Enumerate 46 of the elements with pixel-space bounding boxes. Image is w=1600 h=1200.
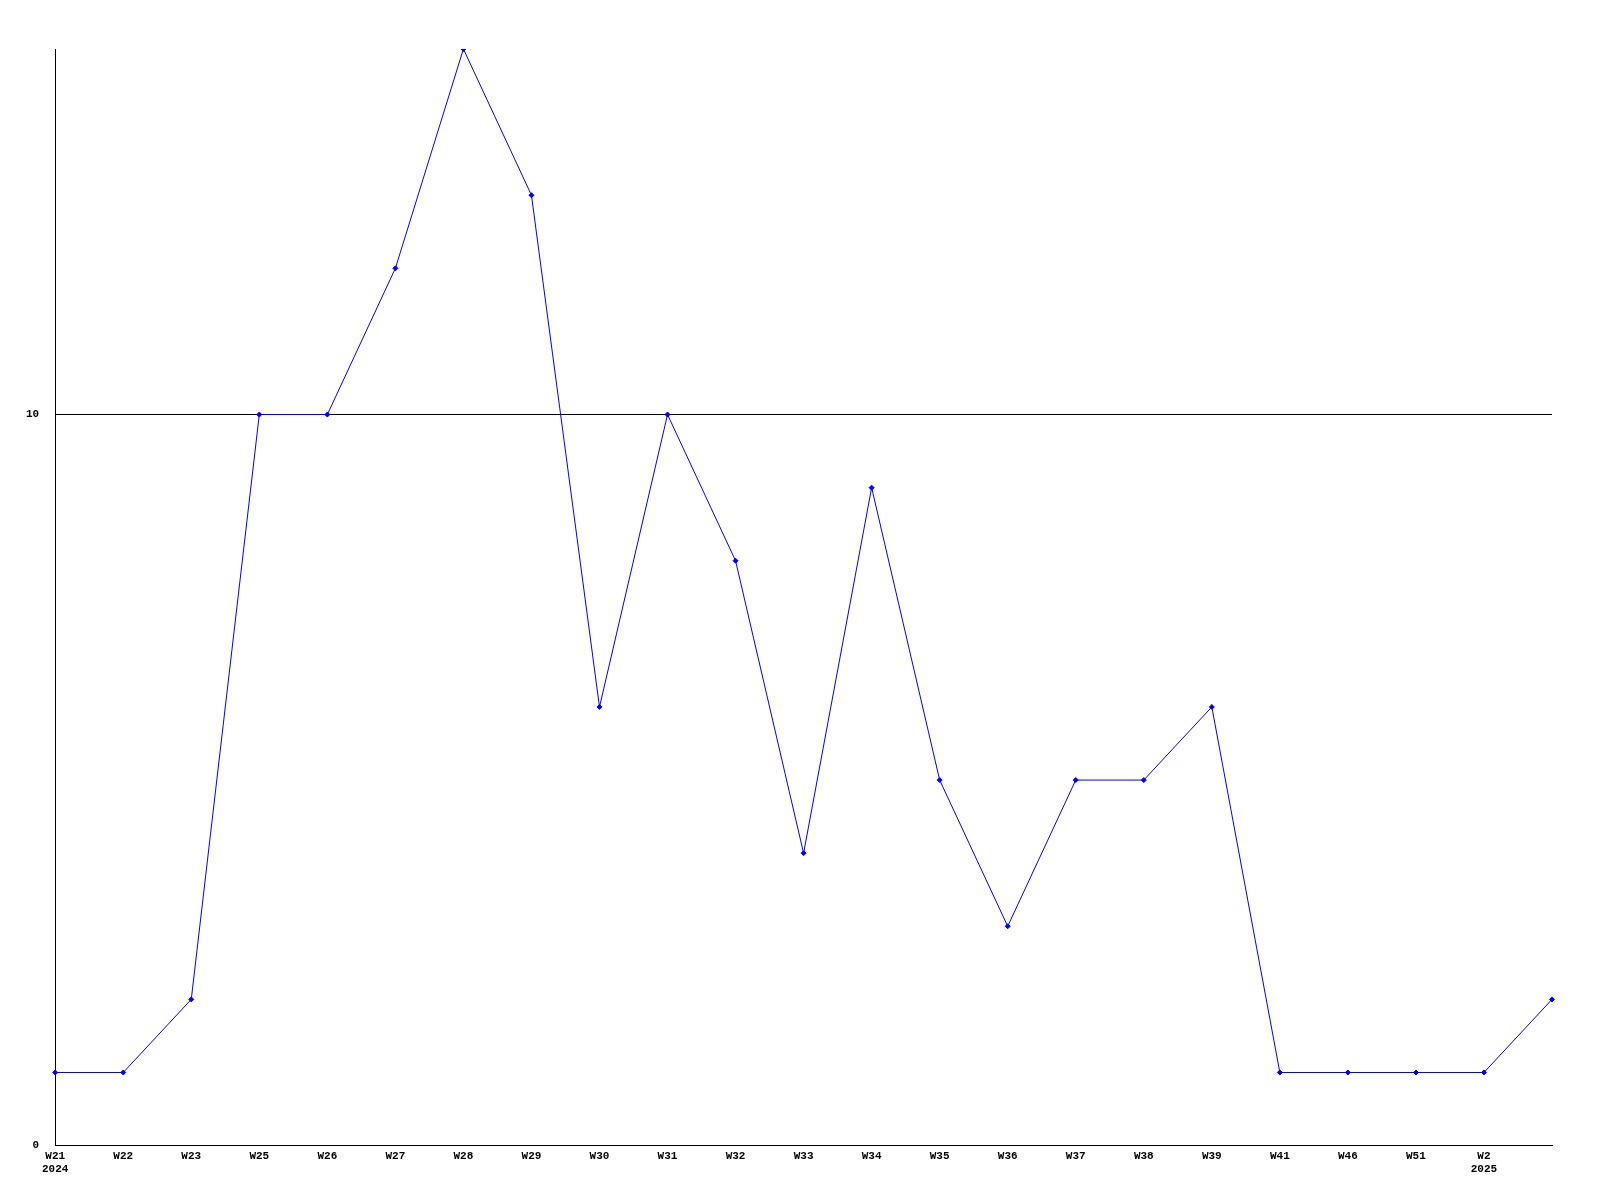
point <box>1004 923 1011 930</box>
x-tick-label: W23 <box>181 1149 202 1162</box>
x-tick-label: W37 <box>1065 1149 1086 1162</box>
x-tick-label: W2 2025 <box>1470 1149 1498 1176</box>
point <box>188 996 195 1003</box>
x-tick-label: W39 <box>1201 1149 1222 1162</box>
x-tick-label: W28 <box>453 1149 474 1162</box>
x-tick-label: W30 <box>589 1149 610 1162</box>
point <box>1276 1069 1283 1076</box>
point <box>1208 703 1215 710</box>
x-tick-label: W38 <box>1133 1149 1155 1162</box>
point <box>256 411 263 418</box>
x-tick-label: W51 <box>1406 1149 1427 1162</box>
x-tick-label: W34 <box>861 1149 882 1162</box>
x-tick-label: W33 <box>793 1149 814 1162</box>
x-tick-label: W41 <box>1269 1149 1291 1162</box>
y-tick-label: 10 <box>26 408 40 421</box>
x-tick-label: W25 <box>249 1149 270 1162</box>
point <box>324 411 331 418</box>
x-tick-label: W27 <box>385 1149 406 1162</box>
point <box>52 1069 59 1076</box>
point <box>936 777 943 784</box>
point <box>800 850 807 857</box>
point <box>596 703 603 710</box>
point <box>528 192 535 199</box>
point <box>1549 996 1555 1003</box>
x-tick-label: W22 <box>113 1149 134 1162</box>
point <box>1480 1069 1487 1076</box>
point <box>120 1069 127 1076</box>
x-tick-label: W26 <box>317 1149 338 1162</box>
x-tick-label: W21 2024 <box>42 1149 69 1176</box>
point <box>732 557 739 564</box>
x-tick-label: W35 <box>929 1149 950 1162</box>
point <box>1072 777 1079 784</box>
x-tick-label: W36 <box>997 1149 1018 1162</box>
x-tick-label: W32 <box>725 1149 746 1162</box>
point <box>1344 1069 1351 1076</box>
point <box>664 411 671 418</box>
y-tick-label: 0 <box>32 1139 40 1152</box>
point <box>392 265 399 272</box>
x-tick-label: W46 <box>1337 1149 1358 1162</box>
point <box>1140 777 1147 784</box>
x-tick-label: W31 <box>657 1149 678 1162</box>
point <box>868 484 875 491</box>
point <box>1412 1069 1419 1076</box>
x-tick-label: W29 <box>521 1149 542 1162</box>
